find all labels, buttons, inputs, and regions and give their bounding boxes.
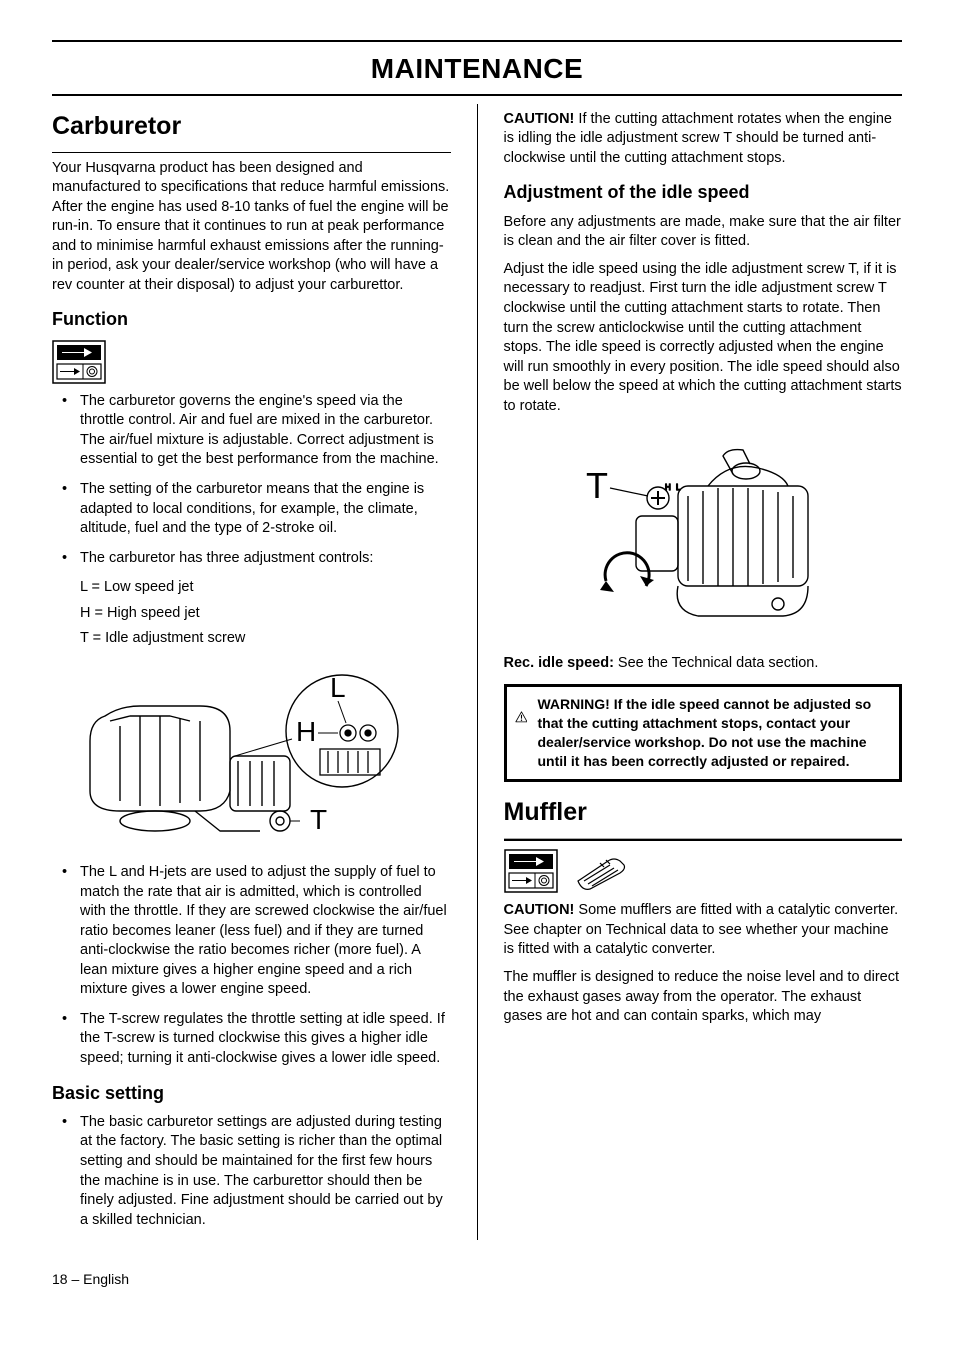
page-footer: 18 – English <box>52 1270 902 1289</box>
heading-adjust-idle: Adjustment of the idle speed <box>504 180 903 204</box>
warning-box: WARNING! If the idle speed cannot be adj… <box>504 684 903 782</box>
adj-p1: Before any adjustments are made, make su… <box>504 213 903 252</box>
heading-carburetor: Carburetor <box>52 110 451 144</box>
function-item: The L and H-jets are used to adjust the … <box>52 863 451 1000</box>
svg-text:T: T <box>586 465 608 506</box>
svg-text:L: L <box>330 672 346 703</box>
heading-rule <box>52 152 451 153</box>
sub-H: H = High speed jet <box>80 604 451 624</box>
function-list: The carburetor governs the engine's spee… <box>52 392 451 569</box>
caution-1: CAUTION! If the cutting attachment rotat… <box>504 110 903 169</box>
sub-L: L = Low speed jet <box>80 578 451 598</box>
heading-basic-setting: Basic setting <box>52 1081 451 1105</box>
svg-text:L: L <box>676 483 681 492</box>
rec-idle-label: Rec. idle speed: <box>504 655 614 671</box>
rec-idle-text: See the Technical data section. <box>614 655 818 671</box>
function-item: The T-screw regulates the throttle setti… <box>52 1010 451 1069</box>
warning-icon <box>515 695 528 739</box>
muffler-icons <box>504 849 903 893</box>
carburetor-intro: Your Husqvarna product has been designed… <box>52 159 451 296</box>
svg-text:T: T <box>310 804 327 835</box>
basic-list: The basic carburetor settings are adjust… <box>52 1113 451 1230</box>
heading-function: Function <box>52 307 451 331</box>
caution-label-2: CAUTION! <box>504 902 575 918</box>
function-list-2: The L and H-jets are used to adjust the … <box>52 863 451 1069</box>
svg-text:H: H <box>665 483 671 492</box>
caution-2: CAUTION! Some mufflers are fitted with a… <box>504 901 903 960</box>
left-column: Carburetor Your Husqvarna product has be… <box>52 104 451 1240</box>
function-item: The setting of the carburetor means that… <box>52 480 451 539</box>
manual-icon <box>52 340 451 384</box>
top-rule <box>52 40 902 42</box>
page-title: MAINTENANCE <box>52 46 902 94</box>
basic-item: The basic carburetor settings are adjust… <box>52 1113 451 1230</box>
muffler-p1: The muffler is designed to reduce the no… <box>504 968 903 1027</box>
svg-text:H: H <box>296 716 316 747</box>
warning-text: WARNING! If the idle speed cannot be adj… <box>537 695 889 771</box>
column-divider <box>477 104 478 1240</box>
adj-p2: Adjust the idle speed using the idle adj… <box>504 260 903 417</box>
function-item: The carburetor governs the engine's spee… <box>52 392 451 470</box>
idle-adjust-diagram: H L T <box>528 426 903 646</box>
heading-muffler: Muffler <box>504 796 903 830</box>
two-column-layout: Carburetor Your Husqvarna product has be… <box>52 96 902 1240</box>
sub-T: T = Idle adjustment screw <box>80 629 451 649</box>
function-item: The carburetor has three adjustment cont… <box>52 549 451 569</box>
muffler-icon <box>570 851 630 891</box>
heading-rule-muffler <box>504 837 903 841</box>
warning-label: WARNING! <box>537 696 613 712</box>
rec-idle: Rec. idle speed: See the Technical data … <box>504 654 903 674</box>
caution-label: CAUTION! <box>504 111 575 127</box>
right-column: CAUTION! If the cutting attachment rotat… <box>504 104 903 1240</box>
carburetor-diagram: L H T <box>80 661 451 851</box>
